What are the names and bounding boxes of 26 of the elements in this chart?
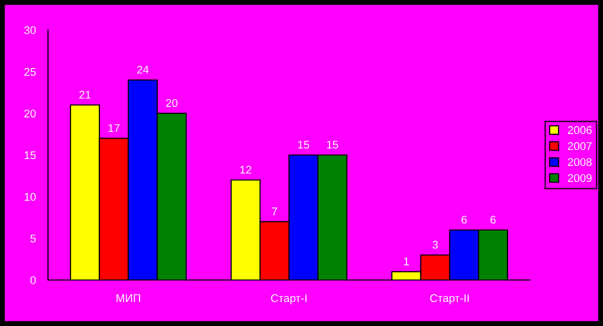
data-label: 6 <box>490 216 496 224</box>
y-tick-label: 5 <box>30 234 36 242</box>
y-tick-label: 10 <box>24 192 36 201</box>
legend-label: 2007 <box>568 142 592 150</box>
y-tick-label: 20 <box>24 110 36 118</box>
x-tick-label: МИП <box>116 294 140 302</box>
data-label: 1 <box>404 258 409 266</box>
data-label: 7 <box>272 208 278 216</box>
data-label: 21 <box>79 90 91 99</box>
data-label: 15 <box>327 140 338 149</box>
data-label: 6 <box>462 216 467 224</box>
legend-label: 2008 <box>568 158 592 166</box>
y-tick-label: 30 <box>24 26 36 34</box>
y-tick-label: 25 <box>24 68 36 76</box>
data-label: 20 <box>166 99 178 107</box>
x-tick-label: Старт-I <box>271 294 306 304</box>
data-label: 3 <box>432 240 438 249</box>
data-label: 15 <box>298 140 310 149</box>
x-tick-label: Старт-II <box>430 294 469 304</box>
data-label: 17 <box>108 124 120 132</box>
data-label: 24 <box>137 66 149 74</box>
data-label: 12 <box>240 166 252 174</box>
legend-label: 2006 <box>568 126 592 134</box>
y-tick-label: 15 <box>24 151 36 160</box>
legend-label: 2009 <box>568 174 592 182</box>
y-tick-label: 0 <box>30 276 36 284</box>
